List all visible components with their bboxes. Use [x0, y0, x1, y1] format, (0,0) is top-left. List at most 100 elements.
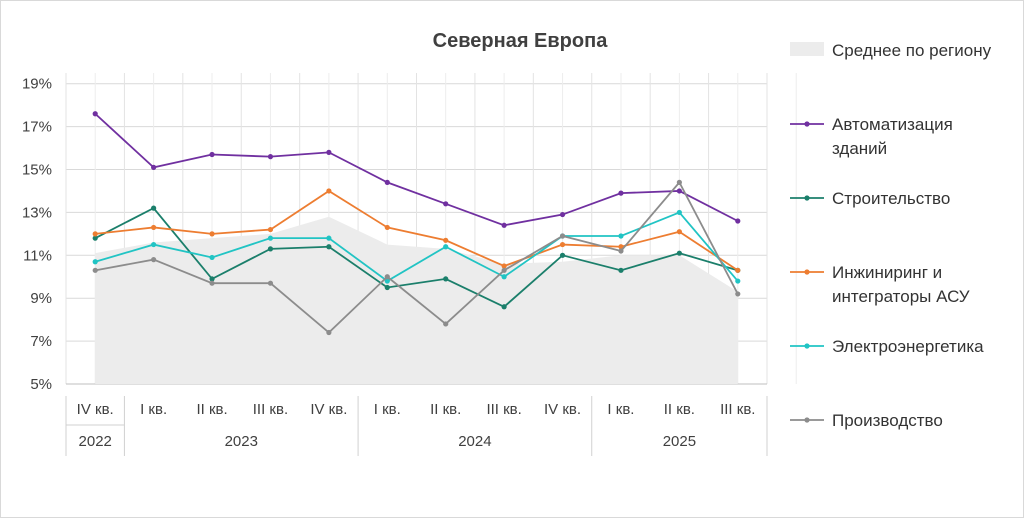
- legend: Среднее по региону Автоматизация зданий Стр…: [790, 41, 992, 430]
- data-point: [209, 280, 215, 286]
- series-line-4: [94, 211, 739, 283]
- legend-swatch-marker: [804, 417, 810, 423]
- x-tick-label: I кв.: [374, 401, 401, 418]
- data-point: [559, 241, 566, 248]
- series-line-1: [94, 113, 739, 227]
- data-point: [326, 244, 332, 250]
- legend-label: Строительство: [832, 189, 950, 208]
- data-point: [559, 252, 566, 258]
- data-point: [501, 304, 507, 310]
- legend-label: интеграторы АСУ: [832, 287, 970, 306]
- legend-swatch-marker: [804, 121, 810, 127]
- x-tick-label: III кв.: [253, 401, 288, 418]
- x-tick-label: IV кв.: [77, 401, 114, 418]
- data-point: [209, 231, 215, 237]
- legend-swatch-area: [790, 42, 824, 56]
- data-point: [618, 248, 624, 254]
- data-point: [92, 235, 98, 241]
- legend-label: зданий: [832, 139, 887, 158]
- year-label: 2022: [79, 433, 112, 450]
- data-point: [326, 149, 332, 155]
- data-point: [92, 231, 98, 237]
- data-point: [443, 237, 449, 243]
- legend-label: Производство: [832, 411, 943, 430]
- x-tick-label: II кв.: [664, 401, 695, 418]
- data-point: [384, 179, 390, 185]
- data-point: [326, 235, 332, 241]
- data-point: [151, 164, 157, 170]
- series-line-3: [95, 189, 739, 272]
- data-point: [676, 179, 682, 185]
- data-point: [384, 284, 390, 291]
- data-point: [209, 276, 215, 282]
- legend-label: Автоматизация: [832, 115, 953, 134]
- data-point: [676, 209, 682, 216]
- data-point: [501, 274, 507, 280]
- data-point: [151, 224, 157, 231]
- legend-swatch-marker: [804, 195, 810, 201]
- chart-title: Северная Европа: [433, 30, 609, 52]
- data-point: [326, 329, 332, 336]
- data-point: [209, 254, 215, 261]
- data-point: [735, 267, 741, 273]
- data-point: [267, 226, 274, 233]
- x-tick-label: I кв.: [607, 401, 634, 418]
- y-tick-label: 15%: [22, 162, 52, 179]
- y-tick-label: 9%: [30, 290, 52, 307]
- y-tick-label: 17%: [22, 119, 52, 136]
- series-line-2: [94, 206, 739, 308]
- legend-label: Электроэнергетика: [832, 337, 984, 356]
- data-point: [501, 222, 507, 228]
- data-point: [618, 267, 624, 273]
- data-point: [501, 263, 507, 269]
- data-point: [443, 201, 449, 207]
- year-label: 2023: [225, 433, 258, 450]
- data-point: [618, 233, 624, 239]
- data-point: [92, 267, 98, 273]
- data-point: [267, 280, 274, 286]
- data-point: [443, 276, 449, 282]
- data-point: [443, 244, 449, 250]
- data-point: [618, 244, 624, 250]
- data-point: [501, 267, 507, 273]
- data-point: [443, 321, 449, 327]
- data-point: [676, 188, 682, 194]
- data-point: [151, 205, 157, 211]
- data-point: [384, 274, 390, 280]
- x-tick-label: III кв.: [720, 401, 755, 418]
- data-point: [267, 235, 274, 241]
- data-point: [559, 233, 566, 239]
- y-tick-label: 7%: [30, 333, 52, 350]
- legend-label: Инжиниринг и: [832, 263, 942, 282]
- data-point: [735, 278, 741, 284]
- data-point: [267, 154, 274, 160]
- y-axis-ticks: 5% 7% 9% 11% 13% 15% 17% 19%: [22, 76, 52, 393]
- x-tick-label: II кв.: [430, 401, 461, 418]
- x-tick-label: IV кв.: [310, 401, 347, 418]
- y-tick-label: 5%: [30, 376, 52, 393]
- x-tick-label: III кв.: [486, 401, 521, 418]
- data-point: [92, 111, 98, 117]
- data-point: [267, 246, 274, 252]
- data-point: [676, 229, 682, 235]
- data-point: [209, 151, 215, 158]
- data-point: [559, 211, 566, 218]
- x-axis-ticks: IV кв. I кв. II кв. III кв. IV кв. I кв. II кв…: [65, 396, 768, 456]
- data-point: [151, 257, 157, 263]
- y-tick-label: 11%: [23, 247, 52, 264]
- series-lines: [92, 111, 741, 336]
- x-tick-label: I кв.: [140, 401, 167, 418]
- x-tick-label: IV кв.: [544, 401, 581, 418]
- data-point: [676, 250, 682, 256]
- data-point: [735, 218, 741, 224]
- data-point: [92, 259, 98, 265]
- legend-label: Среднее по региону: [832, 41, 992, 60]
- x-tick-label: II кв.: [196, 401, 227, 418]
- data-point: [326, 188, 332, 194]
- legend-swatch-marker: [804, 269, 810, 275]
- year-label: 2025: [663, 433, 696, 450]
- data-point: [384, 278, 390, 284]
- data-point: [151, 241, 157, 248]
- data-point: [618, 190, 624, 196]
